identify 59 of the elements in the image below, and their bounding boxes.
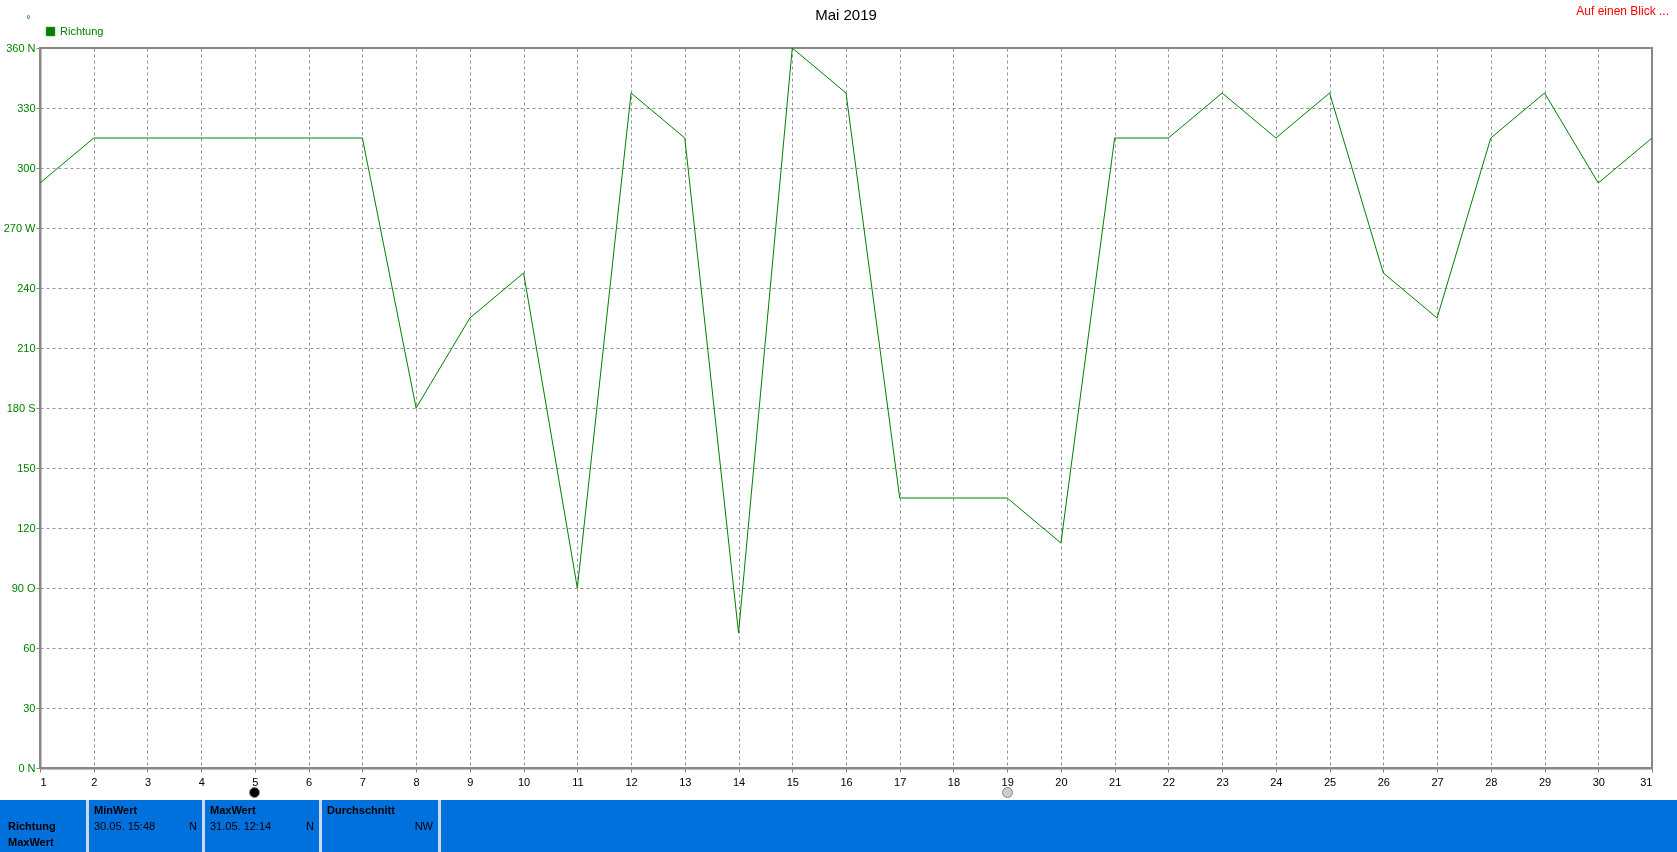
- text: Richtung: [8, 820, 56, 832]
- x-tick-label: 23: [1216, 775, 1229, 788]
- x-tick-label: 12: [625, 775, 638, 788]
- x-tick-label: 26: [1377, 775, 1390, 788]
- x-tick-label: 9: [467, 775, 474, 788]
- x-tick-label: 19: [1001, 775, 1014, 788]
- y-tick-label: 210: [17, 341, 36, 354]
- text: Auf einen Blick ...: [1576, 4, 1669, 18]
- x-tick-label: 28: [1485, 775, 1498, 788]
- x-tick-label: 13: [679, 775, 692, 788]
- x-tick-label: 17: [894, 775, 907, 788]
- y-tick-label: 360 N: [6, 41, 36, 54]
- y-tick-label: 0 N: [18, 761, 36, 774]
- x-tick-label: 4: [198, 775, 205, 788]
- chart-title: Mai 2019: [815, 6, 877, 23]
- text: 30.05. 15:48: [94, 820, 156, 832]
- y-tick-label: 30: [23, 701, 36, 714]
- x-tick-label: 7: [359, 775, 366, 788]
- text: N: [189, 820, 197, 832]
- x-tick-label: 18: [947, 775, 961, 788]
- y-tick-label: 300: [17, 161, 36, 174]
- y-axis-title: °: [26, 12, 31, 25]
- y-tick-label: 150: [17, 461, 36, 474]
- legend-label: Richtung: [60, 24, 104, 37]
- text: NW: [414, 820, 433, 832]
- text: 31.05. 12:14: [210, 820, 272, 832]
- x-tick-label: 20: [1055, 775, 1068, 788]
- y-tick-label: 240: [17, 281, 36, 294]
- y-tick-label: 180 S: [6, 401, 36, 414]
- x-tick-label: 2: [91, 775, 98, 788]
- x-tick-label: 8: [413, 775, 420, 788]
- x-tick-label: 15: [786, 775, 799, 788]
- x-tick-label: 31: [1640, 775, 1653, 788]
- y-tick-label: 60: [23, 641, 36, 654]
- line-series: [40, 48, 1652, 634]
- text: MinWert: [94, 804, 138, 816]
- y-tick-label: 330: [17, 101, 36, 114]
- text: MaxWert: [210, 804, 256, 816]
- x-tick-label: 5: [252, 775, 259, 788]
- text: MaxWert: [8, 836, 54, 848]
- text: N: [306, 820, 314, 832]
- x-tick-label: 16: [840, 775, 853, 788]
- x-tick-label: 30: [1592, 775, 1605, 788]
- x-tick-label: 6: [306, 775, 313, 788]
- x-tick-label: 3: [144, 775, 152, 788]
- x-tick-label: 14: [732, 775, 746, 788]
- text: Durchschnitt: [327, 804, 395, 816]
- y-tick-label: 90 O: [11, 581, 36, 594]
- y-tick-label: 120: [17, 521, 36, 534]
- x-tick-label: 10: [517, 775, 531, 788]
- x-tick-label: 21: [1109, 775, 1122, 788]
- x-tick-label: 25: [1323, 775, 1337, 788]
- x-tick-label: 24: [1270, 775, 1283, 788]
- x-tick-label: 27: [1431, 775, 1444, 788]
- y-tick-label: 270 W: [3, 221, 37, 234]
- x-tick-label: 29: [1538, 775, 1552, 788]
- x-tick-label: 1: [40, 775, 47, 788]
- x-tick-label: 22: [1162, 775, 1176, 788]
- x-tick-label: 11: [572, 775, 584, 788]
